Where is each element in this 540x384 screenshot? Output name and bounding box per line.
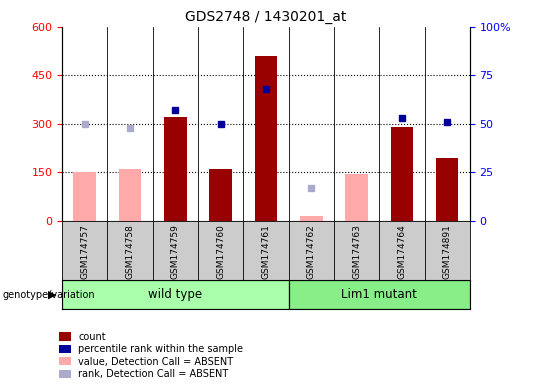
Text: GSM174763: GSM174763 [352,224,361,279]
Bar [255,56,277,221]
Text: GSM174758: GSM174758 [126,224,134,279]
Bar [210,169,232,221]
Text: GSM174759: GSM174759 [171,224,180,279]
Bar [390,127,413,221]
Text: Lim1 mutant: Lim1 mutant [341,288,417,301]
Title: GDS2748 / 1430201_at: GDS2748 / 1430201_at [185,10,347,25]
Legend: count, percentile rank within the sample, value, Detection Call = ABSENT, rank, : count, percentile rank within the sample… [59,332,244,379]
Bar [62,280,288,309]
Text: genotype/variation: genotype/variation [3,290,96,300]
Text: GSM174891: GSM174891 [443,224,451,279]
Bar [164,118,187,221]
Text: ▶: ▶ [48,290,57,300]
Text: wild type: wild type [148,288,202,301]
Bar [73,172,96,221]
Text: GSM174757: GSM174757 [80,224,89,279]
Text: GSM174761: GSM174761 [261,224,271,279]
Bar [288,280,470,309]
Bar [436,158,458,221]
Text: GSM174762: GSM174762 [307,224,316,278]
Text: GSM174760: GSM174760 [216,224,225,279]
Bar [345,174,368,221]
Bar [300,216,322,221]
Text: GSM174764: GSM174764 [397,224,406,278]
Bar [119,169,141,221]
